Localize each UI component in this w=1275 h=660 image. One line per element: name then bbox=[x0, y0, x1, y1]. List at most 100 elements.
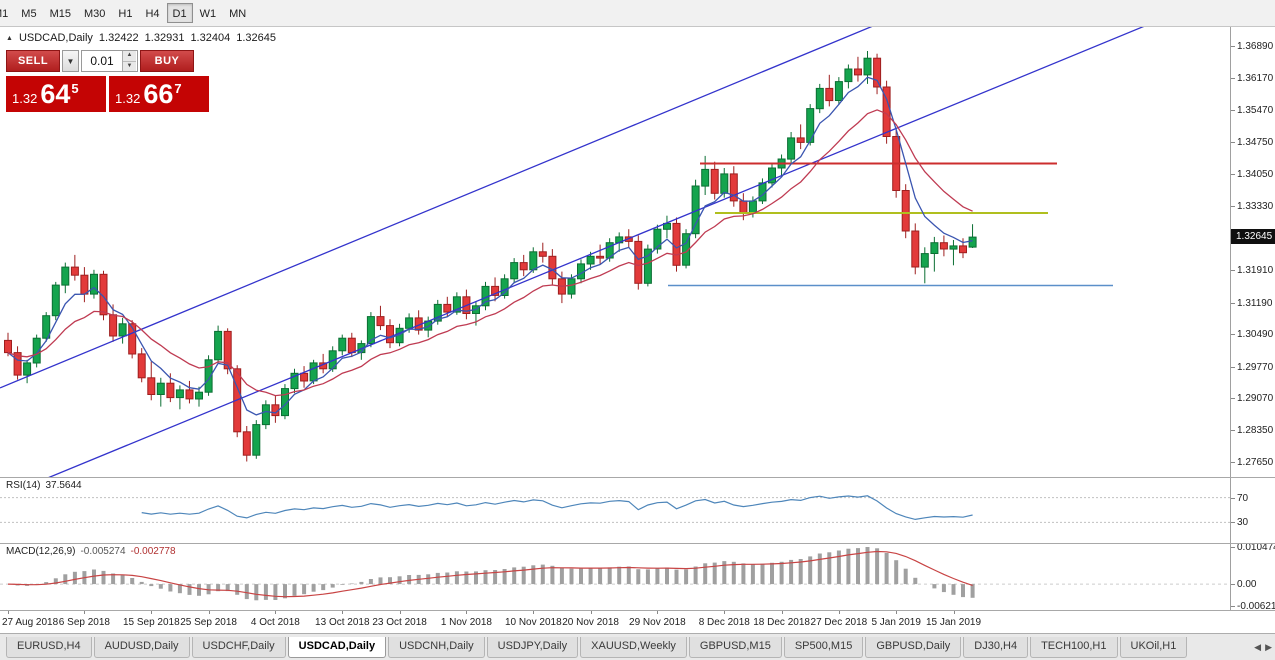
ohlc-low: 1.32404 bbox=[190, 32, 231, 44]
timeframe-button-M15[interactable]: M15 bbox=[44, 3, 77, 23]
volume-stepper: ▲ ▼ bbox=[122, 51, 136, 71]
chart-tab[interactable]: GBPUSD,Daily bbox=[865, 637, 962, 658]
chart-tab[interactable]: USDCHF,Daily bbox=[191, 637, 286, 658]
time-axis-label: 15 Sep 2018 bbox=[122, 617, 180, 628]
time-axis-label: 5 Jan 2019 bbox=[871, 617, 921, 628]
chart-tab[interactable]: USDCAD,Daily bbox=[287, 637, 387, 658]
one-click-trading-panel: SELL ▼ ▲ ▼ BUY 1.32 64 5 1.3 bbox=[6, 50, 209, 112]
chart-tab[interactable]: AUDUSD,Daily bbox=[93, 637, 190, 658]
time-axis-tick bbox=[208, 610, 210, 614]
candlestick-chart[interactable] bbox=[0, 27, 1230, 477]
volume-decrease-button[interactable]: ▼ bbox=[123, 61, 136, 71]
chart-tab[interactable]: GBPUSD,M15 bbox=[688, 637, 782, 658]
price-axis-tick: 1.31910 bbox=[1230, 265, 1274, 277]
time-axis-tick bbox=[657, 610, 659, 614]
time-axis-label: 13 Oct 2018 bbox=[315, 617, 370, 628]
chart-tab[interactable]: USDJPY,Daily bbox=[486, 637, 579, 658]
tab-scroll-arrows: ◀ ▶ bbox=[1254, 642, 1272, 653]
chart-tab[interactable]: USDCNH,Daily bbox=[388, 637, 485, 658]
chevron-down-icon: ▼ bbox=[66, 56, 75, 66]
timeframe-button-M5[interactable]: M5 bbox=[15, 3, 42, 23]
timeframe-button-row: M1M5M15M30H1H4D1W1MN bbox=[0, 3, 253, 23]
timeframe-button-H4[interactable]: H4 bbox=[139, 3, 165, 23]
chart-tab[interactable]: XAUUSD,Weekly bbox=[580, 637, 687, 658]
macd-label: MACD(12,26,9) bbox=[6, 546, 76, 557]
macd-header: MACD(12,26,9) -0.005274 -0.002778 bbox=[6, 546, 176, 557]
rsi-chart[interactable] bbox=[0, 477, 1230, 543]
price-axis-tick: 1.30490 bbox=[1230, 329, 1274, 341]
price-axis-tick: 1.36170 bbox=[1230, 73, 1274, 85]
volume-input[interactable] bbox=[82, 51, 122, 71]
price-axis-tick: 1.27650 bbox=[1230, 456, 1274, 468]
macd-chart[interactable] bbox=[0, 543, 1230, 610]
time-axis-tick bbox=[84, 610, 86, 614]
chart-tab[interactable]: TECH100,H1 bbox=[1030, 637, 1118, 658]
rsi-indicator-pane[interactable]: RSI(14) 37.5644 bbox=[0, 477, 1230, 543]
macd-indicator-pane[interactable]: MACD(12,26,9) -0.005274 -0.002778 bbox=[0, 543, 1230, 610]
time-axis[interactable]: 27 Aug 2018 6 Sep 2018 15 Sep 2018 25 Sep 2… bbox=[0, 610, 1275, 633]
rsi-header: RSI(14) 37.5644 bbox=[6, 480, 82, 491]
bid-price-big-digits: 64 bbox=[40, 79, 71, 109]
chart-tab[interactable]: SP500,M15 bbox=[783, 637, 864, 658]
pane-separator bbox=[0, 477, 1275, 478]
time-axis-tick bbox=[466, 610, 468, 614]
time-axis-label: 15 Jan 2019 bbox=[925, 617, 982, 628]
chart-tab-bar: EURUSD,H4 AUDUSD,Daily USDCHF,Daily USDCAD,… bbox=[0, 633, 1275, 660]
timeframe-button-D1[interactable]: D1 bbox=[166, 3, 193, 23]
chart-tab[interactable]: EURUSD,H4 bbox=[6, 637, 92, 658]
ohlc-high: 1.32931 bbox=[144, 32, 185, 44]
time-axis-label: 23 Oct 2018 bbox=[372, 617, 427, 628]
timeframe-button-MN[interactable]: MN bbox=[223, 3, 252, 23]
price-axis-tick: 1.36890 bbox=[1230, 41, 1274, 53]
volume-increase-button[interactable]: ▲ bbox=[123, 51, 136, 62]
timeframe-button-H1[interactable]: H1 bbox=[112, 3, 138, 23]
time-axis-tick bbox=[953, 610, 955, 614]
time-axis-label: 25 Sep 2018 bbox=[180, 617, 237, 628]
candles bbox=[4, 51, 977, 462]
buy-button[interactable]: BUY bbox=[140, 50, 194, 72]
collapse-panel-icon[interactable]: ▲ bbox=[6, 34, 13, 42]
macd-main-value: -0.005274 bbox=[80, 546, 126, 557]
bid-price-tile[interactable]: 1.32 64 5 bbox=[6, 76, 106, 112]
sell-button[interactable]: SELL bbox=[6, 50, 60, 72]
bid-price-prefix: 1.32 bbox=[12, 90, 38, 106]
timeframe-button-M1[interactable]: M1 bbox=[0, 3, 14, 23]
price-axis-tick: 1.34750 bbox=[1230, 137, 1274, 149]
macd-signal-value: -0.002778 bbox=[130, 546, 176, 557]
tab-scroll-right-button[interactable]: ▶ bbox=[1265, 642, 1272, 652]
time-axis-label: 18 Dec 2018 bbox=[753, 617, 810, 628]
channel-upper bbox=[0, 27, 873, 389]
order-options-dropdown[interactable]: ▼ bbox=[62, 50, 79, 72]
ask-price-tile[interactable]: 1.32 66 7 bbox=[109, 76, 209, 112]
chart-tab[interactable]: DJ30,H4 bbox=[963, 637, 1029, 658]
chart-tab[interactable]: UKOil,H1 bbox=[1119, 637, 1188, 658]
tab-scroll-left-button[interactable]: ◀ bbox=[1254, 642, 1262, 652]
timeframe-button-M30[interactable]: M30 bbox=[78, 3, 111, 23]
rsi-line bbox=[141, 495, 973, 521]
ask-price-big-digits: 66 bbox=[143, 79, 174, 109]
time-axis-tick bbox=[151, 610, 153, 614]
price-axis-tick: 1.35470 bbox=[1230, 104, 1274, 116]
time-axis-label: 27 Dec 2018 bbox=[810, 617, 868, 628]
time-axis-tick bbox=[275, 610, 277, 614]
time-axis-label: 20 Nov 2018 bbox=[562, 617, 619, 628]
macd-axis-label: 0.00 bbox=[1230, 579, 1257, 591]
time-axis-tick bbox=[724, 610, 726, 614]
main-chart-pane[interactable]: ▲ USDCAD,Daily 1.32422 1.32931 1.32404 1… bbox=[0, 27, 1230, 477]
price-axis-tick: 1.29770 bbox=[1230, 361, 1274, 373]
timeframe-button-W1[interactable]: W1 bbox=[194, 3, 223, 23]
price-axis-tick: 1.28350 bbox=[1230, 425, 1274, 437]
fast-ma bbox=[7, 76, 973, 416]
time-axis-tick bbox=[590, 610, 592, 614]
time-axis-tick bbox=[533, 610, 535, 614]
ohlc-close: 1.32645 bbox=[236, 32, 276, 44]
time-axis-label: 29 Nov 2018 bbox=[629, 617, 686, 628]
price-axis[interactable]: 1.32645 1.36890 1.36170 1.35470 1.34750 1.34… bbox=[1230, 27, 1275, 612]
ask-price-prefix: 1.32 bbox=[115, 90, 141, 106]
time-axis-label: 8 Dec 2018 bbox=[698, 617, 750, 628]
time-axis-label: 1 Nov 2018 bbox=[440, 617, 492, 628]
time-axis-tick bbox=[781, 610, 783, 614]
symbol-ohlc-header: ▲ USDCAD,Daily 1.32422 1.32931 1.32404 1… bbox=[6, 32, 282, 44]
slow-ma bbox=[7, 109, 973, 397]
